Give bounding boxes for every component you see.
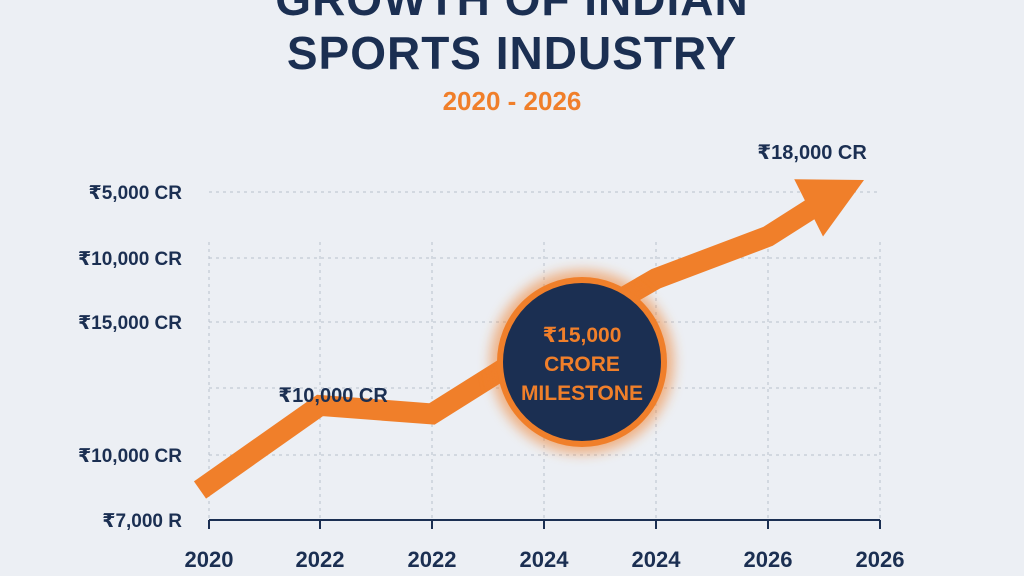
x-tick-label: 2022 [408, 547, 457, 572]
milestone-text: MILESTONE [521, 382, 643, 405]
x-tick-label: 2022 [296, 547, 345, 572]
y-axis-labels: ₹5,000 CR ₹10,000 CR ₹15,000 CR ₹10,000 CR ₹… [78, 183, 182, 532]
milestone-circle [497, 277, 667, 447]
x-tick-label: 2024 [632, 547, 682, 572]
milestone-text: ₹15,000 [543, 324, 622, 347]
x-tick-label: 2026 [856, 547, 905, 572]
x-tick-label: 2024 [520, 547, 570, 572]
y-tick-label: ₹10,000 CR [78, 249, 182, 270]
y-tick-label: ₹5,000 CR [89, 183, 183, 204]
milestone-text: CRORE [544, 353, 620, 376]
x-tick-label: 2026 [744, 547, 793, 572]
chart-subtitle: 2020 - 2026 [442, 86, 582, 116]
point-label: ₹10,000 CR [278, 385, 388, 407]
y-tick-label: ₹10,000 CR [78, 446, 182, 467]
x-axis-labels: 2020 2022 2022 2024 2024 2026 2026 [185, 547, 905, 572]
chart-title-line-2: SPORTS INDUSTRY [286, 27, 738, 79]
chart-annotations: ₹10,000 CR ₹18,000 CR [278, 142, 867, 407]
chart-axis [208, 519, 881, 529]
y-tick-label: ₹15,000 CR [78, 313, 182, 334]
arrow-head [794, 179, 864, 237]
x-tick-label: 2020 [185, 547, 234, 572]
end-value-label: ₹18,000 CR [757, 142, 867, 164]
y-tick-label: ₹7,000 R [102, 511, 182, 532]
chart-title-line-1: GROWTH OF INDIAN [0, 0, 1024, 22]
milestone-badge: ₹15,000 CRORE MILESTONE [490, 270, 674, 454]
